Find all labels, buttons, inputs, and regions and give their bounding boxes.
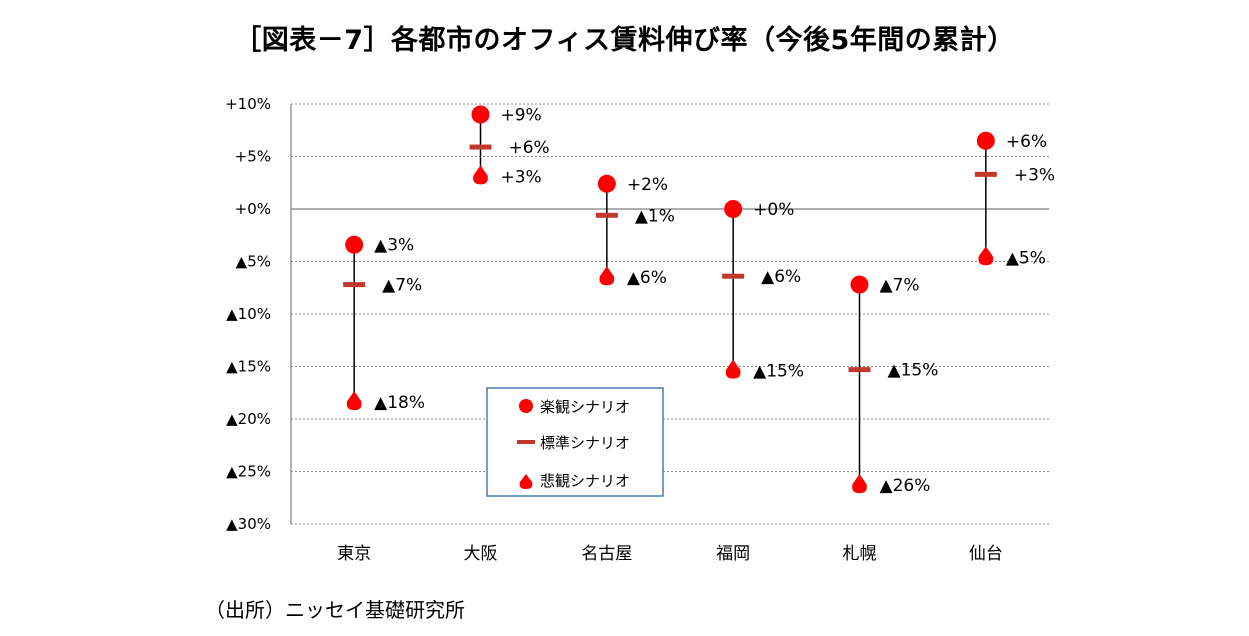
standard-data-label: +3% <box>1014 165 1055 185</box>
x-tick-label: 札幌 <box>843 544 877 564</box>
y-tick-label: ▲5% <box>236 253 271 271</box>
standard-point <box>974 171 997 177</box>
pessimistic-point <box>599 266 615 286</box>
y-axis: +10% +5% +0% ▲5% ▲10% ▲15% ▲20% ▲25% ▲30% <box>225 95 292 533</box>
standard-data-label: ▲15% <box>888 361 939 381</box>
optimistic-data-label: +0% <box>753 200 794 220</box>
optimistic-point <box>471 105 490 124</box>
standard-point <box>722 273 745 279</box>
optimistic-data-label: ▲3% <box>374 236 414 256</box>
x-tick-label: 福岡 <box>716 544 750 564</box>
legend: 楽観シナリオ 標準シナリオ 悲観シナリオ <box>486 387 664 497</box>
legend-dash-icon <box>517 440 535 444</box>
standard-data-label: ▲7% <box>382 276 422 296</box>
y-tick-label: ▲25% <box>226 463 271 481</box>
standard-point <box>469 144 492 150</box>
pessimistic-point <box>852 474 867 494</box>
legend-pessimistic-label: 悲観シナリオ <box>540 472 630 490</box>
optimistic-point <box>976 131 995 150</box>
optimistic-data-label: +6% <box>1006 132 1047 152</box>
pessimistic-point <box>725 359 741 379</box>
x-axis: 東京 大阪 名古屋 福岡 札幌 仙台 <box>337 544 1003 564</box>
optimistic-data-label: +2% <box>627 175 668 195</box>
y-tick-label: +10% <box>225 95 271 113</box>
standard-point <box>343 282 366 288</box>
series-group: ▲3% ▲7% ▲18% +9% +6% +3% +2% ▲1% ▲6% +0% ▲6% ▲15% ▲7… <box>343 105 1055 496</box>
pessimistic-data-label: ▲26% <box>880 476 931 496</box>
legend-triangle-icon <box>519 474 533 489</box>
optimistic-point <box>724 200 743 218</box>
legend-box <box>486 387 664 497</box>
pessimistic-data-label: ▲6% <box>627 268 667 288</box>
standard-data-label: ▲6% <box>761 267 801 287</box>
pessimistic-point <box>346 391 362 411</box>
optimistic-data-label: +9% <box>501 106 542 126</box>
chart-title: ［図表－7］各都市のオフィス賃料伸び率（今後5年間の累計） <box>234 25 1015 56</box>
pessimistic-data-label: ▲5% <box>1006 248 1046 268</box>
y-tick-label: ▲15% <box>226 358 271 376</box>
y-tick-label: +0% <box>235 200 271 218</box>
pessimistic-data-label: +3% <box>501 167 542 187</box>
x-tick-label: 大阪 <box>464 544 498 564</box>
y-tick-label: +5% <box>235 148 271 166</box>
x-tick-label: 仙台 <box>969 544 1003 564</box>
x-tick-label: 名古屋 <box>581 544 632 564</box>
optimistic-point <box>345 235 364 254</box>
source-note: （出所）ニッセイ基礎研究所 <box>205 598 465 622</box>
optimistic-data-label: ▲7% <box>880 276 920 296</box>
y-tick-label: ▲30% <box>226 515 271 533</box>
legend-standard-label: 標準シナリオ <box>540 434 630 452</box>
standard-data-label: +6% <box>509 138 550 158</box>
standard-point <box>595 212 618 218</box>
optimistic-point <box>850 275 869 294</box>
y-tick-label: ▲20% <box>226 410 271 428</box>
legend-optimistic-label: 楽観シナリオ <box>540 398 630 416</box>
legend-circle-icon <box>519 399 533 413</box>
grid-lines <box>291 103 1049 525</box>
pessimistic-point <box>473 165 488 185</box>
standard-point <box>848 367 871 373</box>
pessimistic-point <box>978 246 994 266</box>
pessimistic-data-label: ▲15% <box>753 362 804 382</box>
y-tick-label: ▲10% <box>226 305 271 323</box>
pessimistic-data-label: ▲18% <box>374 393 425 413</box>
optimistic-point <box>597 174 616 193</box>
standard-data-label: ▲1% <box>635 206 675 226</box>
x-tick-label: 東京 <box>337 544 371 564</box>
